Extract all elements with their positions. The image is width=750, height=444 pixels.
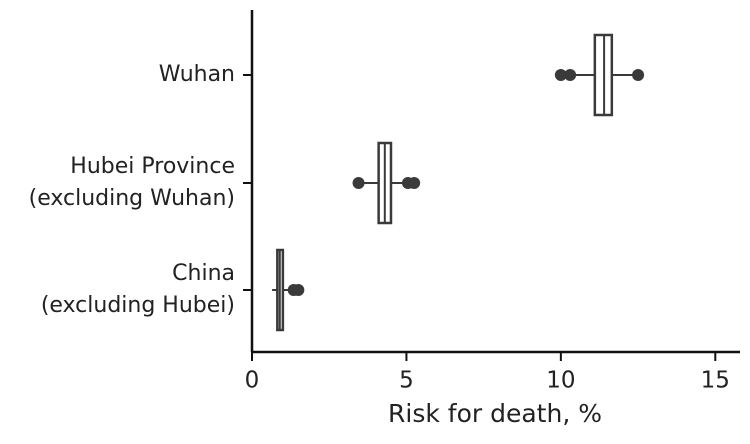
outlier bbox=[352, 177, 365, 189]
outlier bbox=[292, 284, 305, 296]
y-tick-label: (excluding Wuhan) bbox=[29, 186, 235, 211]
outlier bbox=[564, 69, 577, 81]
y-tick-label: Hubei Province bbox=[70, 154, 235, 179]
x-tick-label: 10 bbox=[546, 368, 575, 394]
outlier bbox=[554, 69, 567, 81]
x-tick-label: 5 bbox=[399, 368, 414, 394]
x-tick-label: 0 bbox=[245, 368, 260, 394]
x-tick-label: 15 bbox=[701, 368, 730, 394]
y-tick-label: (excluding Hubei) bbox=[41, 293, 235, 318]
outlier bbox=[632, 69, 645, 81]
y-tick-label: China bbox=[172, 261, 235, 286]
y-tick-label: Wuhan bbox=[159, 62, 235, 87]
outlier bbox=[408, 177, 421, 189]
x-axis-label: Risk for death, % bbox=[388, 399, 602, 428]
